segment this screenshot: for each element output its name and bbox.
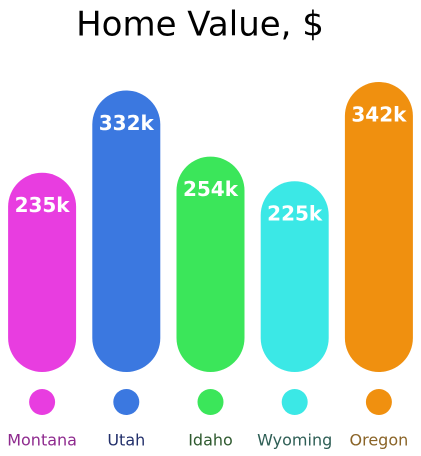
x-tick-label: Idaho bbox=[188, 431, 233, 450]
value-label: 342k bbox=[351, 103, 407, 127]
x-tick-label: Wyoming bbox=[257, 431, 332, 450]
x-tick-label: Utah bbox=[107, 431, 145, 450]
legend-dot bbox=[113, 389, 140, 415]
value-label: 332k bbox=[99, 111, 155, 135]
x-tick-label: Oregon bbox=[350, 431, 409, 450]
chart-title: Home Value, $ bbox=[76, 5, 324, 45]
legend-dot bbox=[365, 389, 392, 415]
value-label: 225k bbox=[267, 202, 323, 226]
bar bbox=[8, 172, 77, 372]
bar bbox=[92, 90, 161, 373]
value-label: 235k bbox=[15, 193, 71, 217]
legend-dot bbox=[29, 389, 56, 415]
value-label: 254k bbox=[183, 177, 239, 201]
legend-dot bbox=[197, 389, 224, 415]
bar bbox=[344, 82, 413, 372]
bar bbox=[260, 181, 329, 372]
bar bbox=[176, 156, 245, 372]
x-tick-label: Montana bbox=[7, 431, 77, 450]
legend-dot bbox=[281, 389, 308, 415]
